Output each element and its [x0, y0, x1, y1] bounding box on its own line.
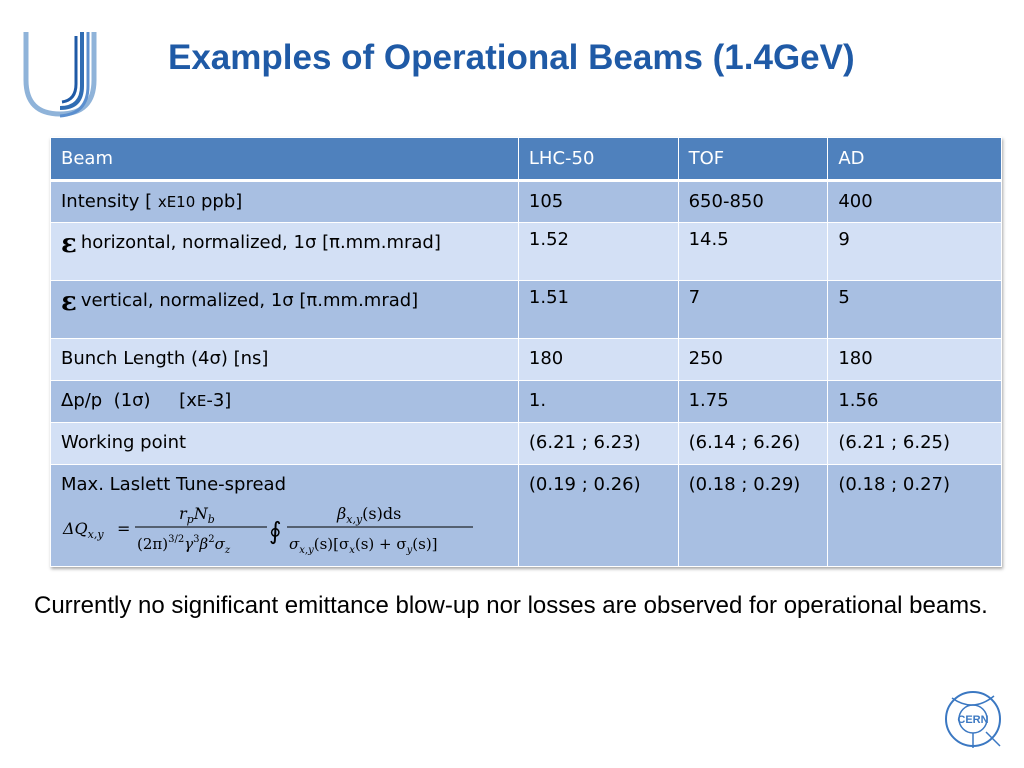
svg-text:βx,y(s)ds: βx,y(s)ds — [336, 504, 401, 526]
table-row: Working point (6.21 ; 6.23) (6.14 ; 6.26… — [50, 422, 1002, 465]
footer-note: Currently no significant emittance blow-… — [34, 592, 988, 619]
cell-tof: 250 — [677, 338, 829, 381]
table-row: Max. Laslett Tune-spread ΔQx,y = rpNb (2… — [50, 464, 1002, 567]
row-label: Working point — [50, 422, 519, 465]
row-label: Bunch Length (4σ) [ns] — [50, 338, 519, 381]
beams-table: Beam LHC-50 TOF AD Intensity [ xE10 ppb]… — [50, 137, 1002, 567]
table-row: Δp/p (1σ) [xE-3] 1. 1.75 1.56 — [50, 380, 1002, 423]
svg-text:σx,y(s)[σx(s) + σy(s)]: σx,y(s)[σx(s) + σy(s)] — [289, 535, 438, 556]
cell-lhc50: 1. — [517, 380, 679, 423]
cell-ad: (6.21 ; 6.25) — [827, 422, 1002, 465]
cell-ad: 1.56 — [827, 380, 1002, 423]
cell-lhc50: 1.52 — [517, 222, 679, 281]
header-tof: TOF — [677, 137, 829, 182]
university-logo — [23, 32, 97, 118]
svg-text:(2π)3/2γ3β2σz: (2π)3/2γ3β2σz — [137, 534, 231, 556]
cell-lhc50: (6.21 ; 6.23) — [517, 422, 679, 465]
table-row: ε vertical, normalized, 1σ [π.mm.mrad] 1.… — [50, 280, 1002, 339]
cell-ad: 180 — [827, 338, 1002, 381]
cell-lhc50: 105 — [517, 180, 679, 223]
cell-tof: 7 — [677, 280, 829, 339]
row-label: Intensity [ xE10 ppb] — [50, 180, 519, 223]
cern-logo: CERN — [945, 691, 1001, 748]
page-title: Examples of Operational Beams (1.4GeV) — [168, 38, 855, 77]
cell-tof: (6.14 ; 6.26) — [677, 422, 829, 465]
svg-text:rpNb: rpNb — [179, 504, 215, 526]
header-lhc50: LHC-50 — [517, 137, 679, 182]
epsilon-symbol: ε — [61, 287, 77, 317]
header-beam: Beam — [50, 137, 519, 182]
cell-tof: 650-850 — [677, 180, 829, 223]
row-label: Δp/p (1σ) [xE-3] — [50, 380, 519, 423]
cell-lhc50: (0.19 ; 0.26) — [517, 464, 679, 567]
svg-text:CERN: CERN — [957, 714, 988, 726]
cell-lhc50: 1.51 — [517, 280, 679, 339]
table-header-row: Beam LHC-50 TOF AD — [50, 137, 1002, 182]
cell-ad: 5 — [827, 280, 1002, 339]
cell-tof: 1.75 — [677, 380, 829, 423]
table-row: Bunch Length (4σ) [ns] 180 250 180 — [50, 338, 1002, 381]
svg-text:∮: ∮ — [269, 517, 282, 545]
laslett-formula: ΔQx,y = rpNb (2π)3/2γ3β2σz ∮ βx,y(s)ds σ… — [62, 504, 473, 556]
cell-ad: (0.18 ; 0.27) — [827, 464, 1002, 567]
table-row: ε horizontal, normalized, 1σ [π.mm.mrad] … — [50, 222, 1002, 281]
svg-text:=: = — [117, 519, 130, 538]
row-label: ε horizontal, normalized, 1σ [π.mm.mrad] — [50, 222, 519, 281]
cell-lhc50: 180 — [517, 338, 679, 381]
cell-ad: 400 — [827, 180, 1002, 223]
cell-ad: 9 — [827, 222, 1002, 281]
row-label: ε vertical, normalized, 1σ [π.mm.mrad] — [50, 280, 519, 339]
epsilon-symbol: ε — [61, 229, 77, 259]
cell-tof: (0.18 ; 0.29) — [677, 464, 829, 567]
row-label: Max. Laslett Tune-spread ΔQx,y = rpNb (2… — [50, 464, 519, 567]
svg-text:ΔQx,y: ΔQx,y — [62, 519, 104, 541]
header-ad: AD — [827, 137, 1002, 182]
cell-tof: 14.5 — [677, 222, 829, 281]
table-row: Intensity [ xE10 ppb] 105 650-850 400 — [50, 180, 1002, 223]
